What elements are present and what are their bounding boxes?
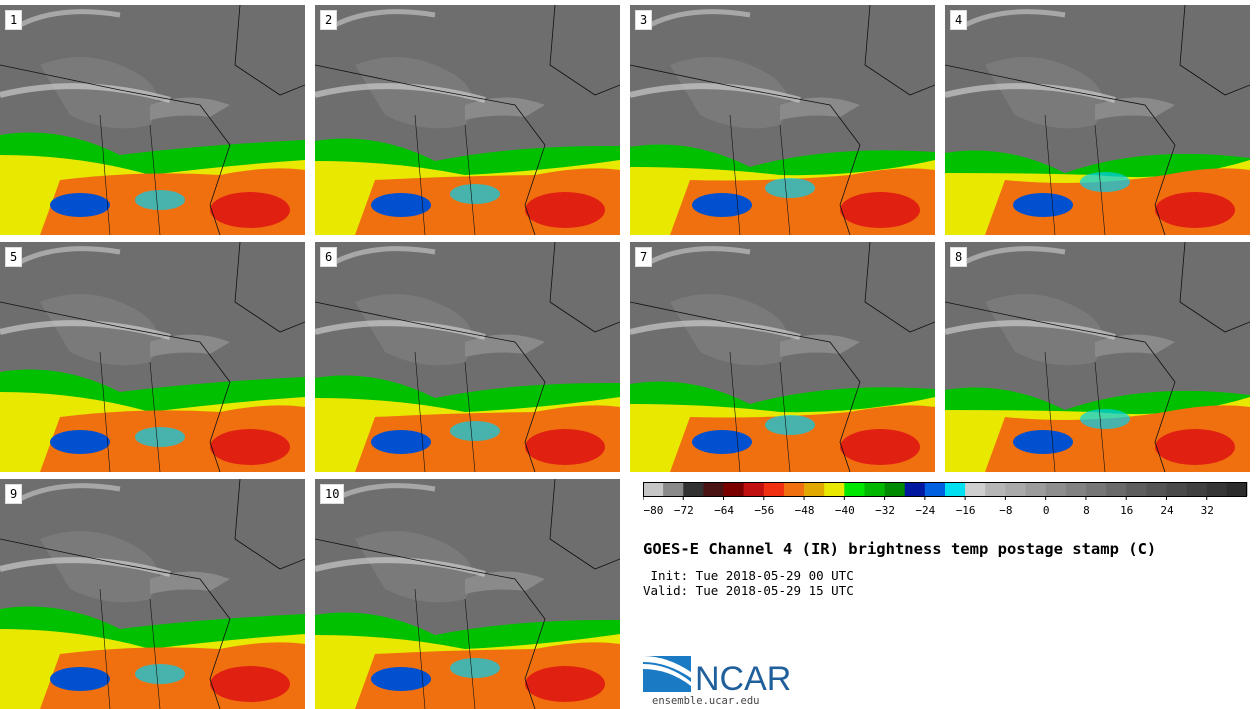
- colorbar-tick-label: −40: [835, 504, 855, 517]
- colorbar-bin: [904, 482, 926, 496]
- satellite-ir-map: [315, 5, 620, 235]
- colorbar-tick-label: −80: [644, 504, 664, 517]
- valid-time: Valid: Tue 2018-05-29 15 UTC: [643, 583, 854, 598]
- colorbar-bin: [683, 482, 704, 496]
- colorbar-bin: [804, 482, 825, 496]
- colorbar-bin: [643, 482, 664, 496]
- stamp-label: 5: [5, 247, 23, 267]
- colorbar-tick-label: 24: [1160, 504, 1174, 517]
- satellite-ir-map: [945, 242, 1250, 472]
- colorbar-bin: [663, 482, 684, 496]
- colorbar: −80 −72 −64 −56 −48 −40 −32 −24 −16 −8 0 8 16 24 32: [643, 482, 1248, 517]
- colorbar-bin: [1085, 482, 1107, 496]
- stamp-panel-3: 3: [630, 5, 935, 235]
- colorbar-bin: [1166, 482, 1187, 496]
- stamp-panel-9: 9: [0, 479, 305, 709]
- stamp-panel-7: 7: [630, 242, 935, 472]
- colorbar-bin: [965, 482, 986, 496]
- colorbar-tick-label: −16: [956, 504, 976, 517]
- colorbar-bin: [1045, 482, 1067, 496]
- satellite-ir-map: [630, 5, 935, 235]
- colorbar-bin: [1126, 482, 1147, 496]
- colorbar-bin: [1186, 482, 1208, 496]
- satellite-ir-map: [0, 242, 305, 472]
- satellite-ir-map: [945, 5, 1250, 235]
- satellite-ir-map: [0, 479, 305, 709]
- colorbar-bin: [824, 482, 845, 496]
- ncar-logo: NCAR: [643, 656, 791, 694]
- colorbar-tick-label: 32: [1201, 504, 1214, 517]
- colorbar-bin: [1025, 482, 1046, 496]
- colorbar-bin: [1226, 482, 1248, 496]
- colorbar-tick-label: −24: [915, 504, 935, 517]
- stamp-label: 4: [950, 10, 968, 30]
- stamp-panel-4: 4: [945, 5, 1250, 235]
- colorbar-bin: [763, 482, 785, 496]
- ncar-logo-text: NCAR: [695, 660, 791, 694]
- colorbar-bin: [743, 482, 765, 496]
- colorbar-tick-label: −8: [999, 504, 1012, 517]
- satellite-ir-map: [630, 242, 935, 472]
- stamp-label: 8: [950, 247, 968, 267]
- stamp-label: 1: [5, 10, 23, 30]
- colorbar-bin: [945, 482, 966, 496]
- stamp-panel-10: 10: [315, 479, 620, 709]
- colorbar-bin: [1106, 482, 1127, 496]
- stamp-label: 9: [5, 484, 23, 504]
- stamp-panel-6: 6: [315, 242, 620, 472]
- colorbar-bin: [884, 482, 906, 496]
- site-url: ensemble.ucar.edu: [652, 695, 760, 707]
- colorbar-tick-label: −64: [714, 504, 734, 517]
- stamp-label: 2: [320, 10, 338, 30]
- stamp-panel-2: 2: [315, 5, 620, 235]
- stamp-panel-5: 5: [0, 242, 305, 472]
- colorbar-bin: [1005, 482, 1026, 496]
- init-time: Init: Tue 2018-05-29 00 UTC: [643, 568, 854, 583]
- satellite-ir-map: [315, 242, 620, 472]
- chart-title: GOES-E Channel 4 (IR) brightness temp po…: [643, 540, 1157, 558]
- colorbar-bin: [985, 482, 1006, 496]
- stamp-label: 10: [320, 484, 345, 504]
- colorbar-bin: [1146, 482, 1167, 496]
- colorbar-tick-label: 16: [1120, 504, 1133, 517]
- colorbar-bin: [864, 482, 885, 496]
- colorbar-bin: [723, 482, 744, 496]
- colorbar-tick-label: 0: [1043, 504, 1050, 517]
- satellite-ir-map: [315, 479, 620, 709]
- colorbar-bin: [1065, 482, 1087, 496]
- stamp-label: 6: [320, 247, 338, 267]
- colorbar-bin: [844, 482, 865, 496]
- stamp-panel-1: 1: [0, 5, 305, 235]
- colorbar-tick-label: −32: [875, 504, 895, 517]
- colorbar-tick-label: 8: [1083, 504, 1090, 517]
- stamp-label: 3: [635, 10, 653, 30]
- colorbar-tick-label: −56: [754, 504, 774, 517]
- colorbar-bin: [783, 482, 805, 496]
- stamp-panel-8: 8: [945, 242, 1250, 472]
- colorbar-bin: [703, 482, 724, 496]
- colorbar-tick-label: −48: [795, 504, 815, 517]
- satellite-ir-map: [0, 5, 305, 235]
- colorbar-bin: [924, 482, 946, 496]
- colorbar-bin: [1206, 482, 1228, 496]
- colorbar-tick-label: −72: [674, 504, 694, 517]
- stamp-label: 7: [635, 247, 653, 267]
